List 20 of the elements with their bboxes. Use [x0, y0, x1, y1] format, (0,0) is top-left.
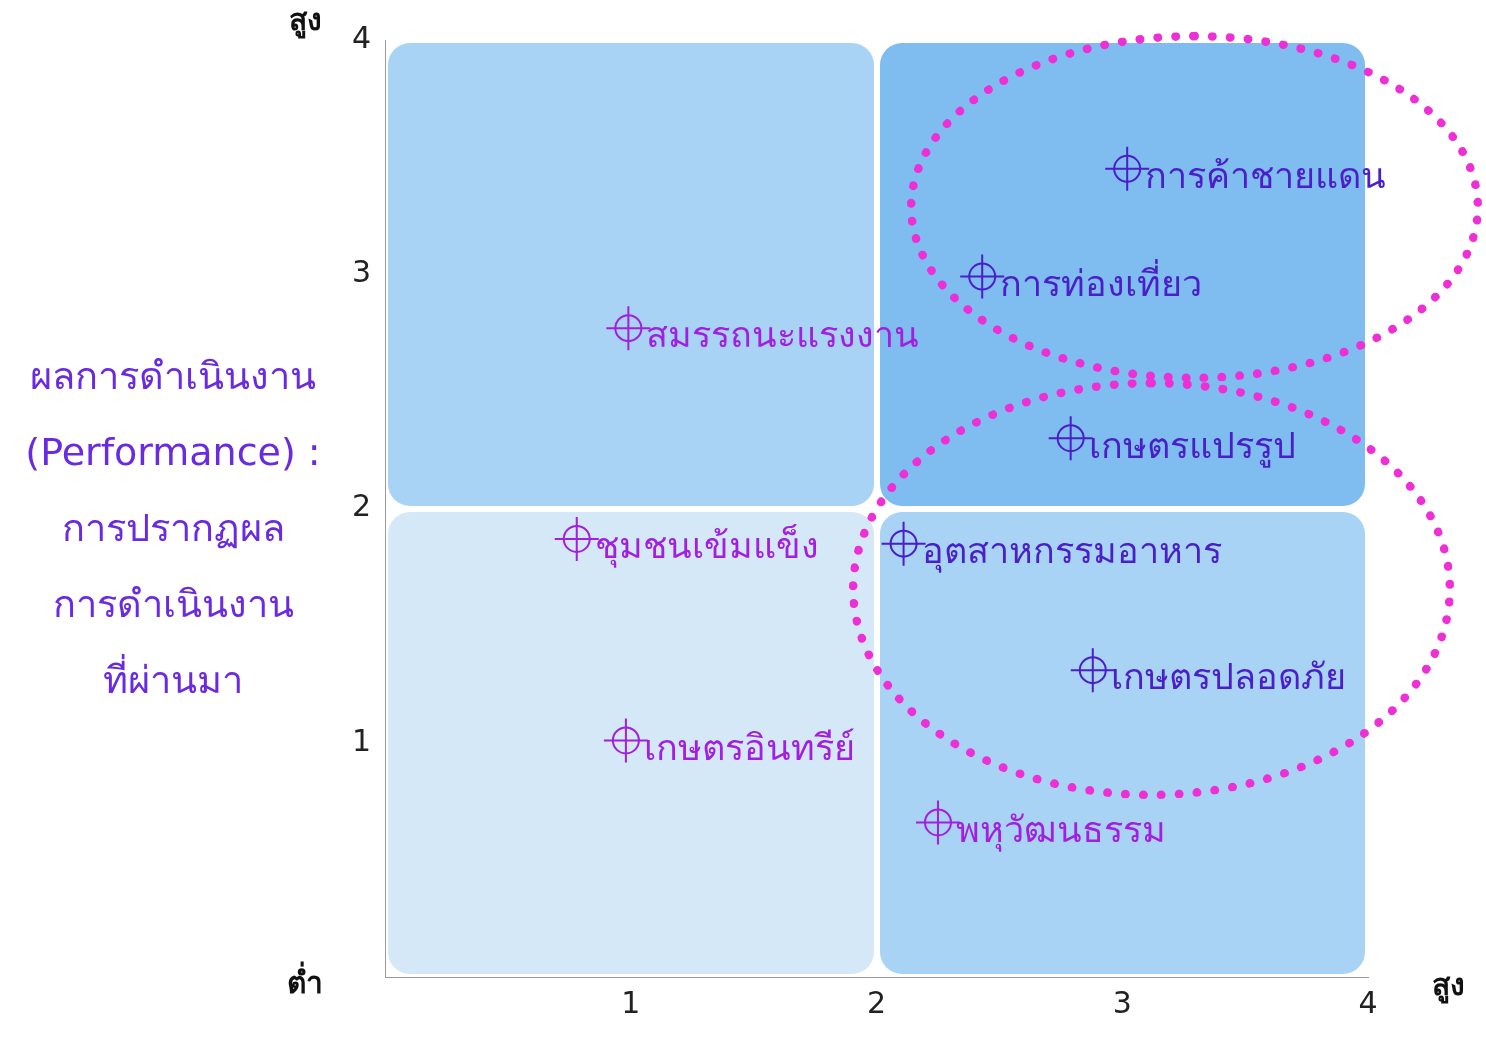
y-tick-label: 1: [351, 722, 372, 758]
text: สูง: [288, 1, 322, 39]
annotation: เกษตรแปรรูป: [1088, 424, 1296, 468]
y-tick-label: 2: [351, 488, 372, 524]
annotation: เกษตรปลอดภัย: [1110, 656, 1346, 698]
x-tick-label: 3: [1112, 984, 1132, 1020]
text: สูง: [1431, 966, 1465, 1004]
text: ต่ำ: [287, 960, 324, 1000]
annotation: อุตสาหกรรมอาหาร: [921, 530, 1222, 573]
y-axis-title: ผลการดำเนินงาน (Performance) : การปรากฏผล การดำเนินงาน ที่ผ่านมา: [24, 353, 322, 704]
annotation: การท่องเที่ยว: [1000, 258, 1203, 304]
x-tick-label: 1: [621, 984, 641, 1020]
y-tick-label: 4: [351, 19, 372, 55]
annotation: ชุมชนเข้มแข็ง: [594, 523, 819, 569]
annotation: พหุวัฒนธรรม: [955, 808, 1166, 852]
x-tick-label: 2: [867, 984, 887, 1020]
annotation: สมรรถนะแรงงาน: [646, 314, 920, 356]
y-tick-label: 3: [351, 254, 372, 290]
x-tick-label: 4: [1358, 984, 1378, 1020]
annotation: เกษตรอินทรีย์: [643, 726, 855, 768]
